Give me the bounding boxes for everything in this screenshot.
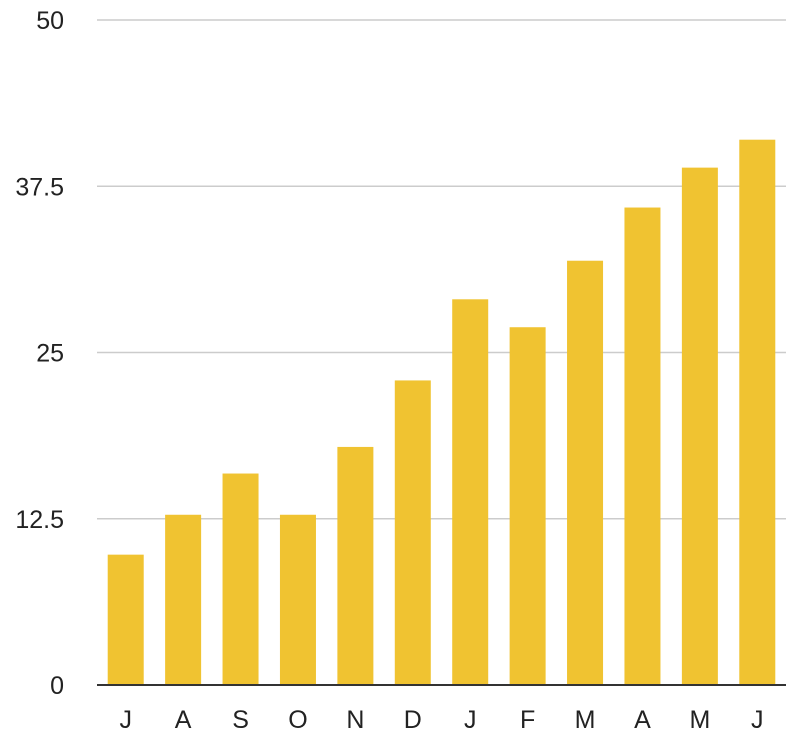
y-axis-tick-labels: 0 12.5 25 37.5 50: [15, 7, 64, 700]
bar: [394, 380, 431, 685]
bar: [165, 514, 202, 685]
x-tick-label: F: [520, 706, 535, 734]
y-tick-label: 25: [36, 340, 64, 368]
x-tick-label: S: [232, 706, 249, 734]
bar: [567, 260, 604, 685]
bar: [509, 327, 546, 685]
y-tick-label: 37.5: [15, 173, 64, 201]
bar: [624, 207, 661, 685]
bar: [739, 139, 776, 685]
bar: [222, 473, 259, 685]
y-tick-label: 50: [36, 7, 64, 35]
x-tick-label: A: [175, 706, 192, 734]
x-tick-label: N: [346, 706, 364, 734]
y-tick-label: 0: [50, 672, 64, 700]
x-tick-label: J: [119, 706, 132, 734]
x-tick-label: A: [634, 706, 651, 734]
bar: [279, 514, 316, 685]
x-tick-label: O: [288, 706, 307, 734]
bar: [681, 167, 718, 685]
bar: [452, 299, 489, 685]
x-tick-label: M: [575, 706, 596, 734]
y-tick-label: 12.5: [15, 506, 64, 534]
x-tick-label: M: [689, 706, 710, 734]
bar: [337, 446, 374, 685]
x-tick-label: J: [464, 706, 477, 734]
x-tick-label: J: [751, 706, 764, 734]
bar: [107, 554, 144, 685]
gridlines: [97, 19, 786, 520]
x-tick-label: D: [404, 706, 422, 734]
bars: [107, 139, 776, 685]
